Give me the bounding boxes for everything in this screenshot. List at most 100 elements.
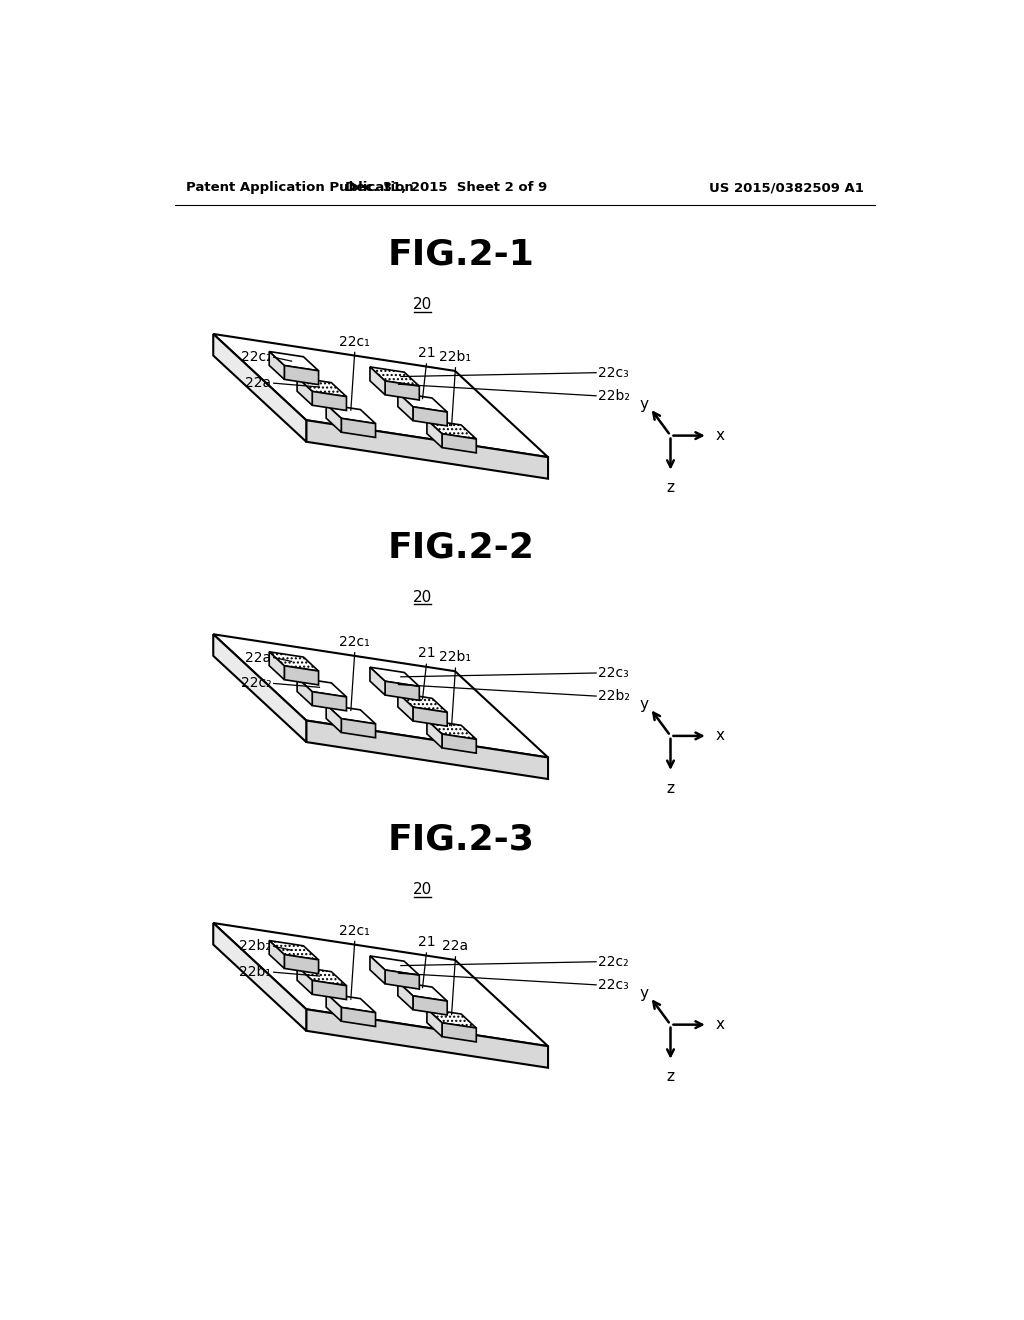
- Polygon shape: [413, 995, 447, 1015]
- Text: y: y: [639, 397, 648, 412]
- Text: 22c₂: 22c₂: [241, 676, 271, 690]
- Polygon shape: [370, 367, 385, 395]
- Polygon shape: [213, 334, 306, 442]
- Text: Patent Application Publication: Patent Application Publication: [186, 181, 414, 194]
- Text: 22c₃: 22c₃: [598, 667, 629, 680]
- Text: 21: 21: [418, 346, 435, 360]
- Text: 22c₁: 22c₁: [339, 924, 370, 937]
- Polygon shape: [370, 667, 419, 686]
- Polygon shape: [341, 418, 376, 437]
- Text: 22b₂: 22b₂: [240, 940, 271, 953]
- Polygon shape: [285, 954, 318, 974]
- Text: 20: 20: [413, 882, 432, 898]
- Text: z: z: [667, 1069, 675, 1084]
- Text: FIG.2-1: FIG.2-1: [388, 238, 535, 272]
- Text: x: x: [716, 428, 724, 444]
- Polygon shape: [269, 652, 285, 680]
- Polygon shape: [327, 404, 376, 424]
- Text: 22b₁: 22b₁: [439, 350, 471, 364]
- Polygon shape: [413, 708, 447, 726]
- Text: y: y: [639, 697, 648, 711]
- Polygon shape: [398, 393, 413, 421]
- Text: 22c₁: 22c₁: [339, 635, 370, 649]
- Polygon shape: [427, 420, 476, 440]
- Polygon shape: [312, 692, 346, 710]
- Polygon shape: [370, 367, 419, 387]
- Polygon shape: [269, 941, 285, 969]
- Text: 22a: 22a: [246, 651, 271, 664]
- Polygon shape: [297, 677, 346, 697]
- Polygon shape: [285, 366, 318, 384]
- Text: 22c₁: 22c₁: [339, 334, 370, 348]
- Polygon shape: [327, 404, 341, 432]
- Polygon shape: [370, 956, 385, 983]
- Text: 22b₂: 22b₂: [598, 389, 631, 403]
- Text: 22a: 22a: [246, 376, 271, 391]
- Polygon shape: [327, 994, 341, 1022]
- Polygon shape: [306, 721, 548, 779]
- Polygon shape: [269, 652, 318, 671]
- Polygon shape: [427, 420, 442, 447]
- Polygon shape: [413, 407, 447, 426]
- Text: FIG.2-2: FIG.2-2: [388, 531, 535, 564]
- Polygon shape: [442, 1023, 476, 1041]
- Text: 22c₃: 22c₃: [598, 366, 629, 380]
- Text: 22c₃: 22c₃: [598, 978, 629, 991]
- Text: 22c₂: 22c₂: [241, 350, 271, 364]
- Polygon shape: [269, 351, 285, 379]
- Polygon shape: [213, 635, 306, 742]
- Polygon shape: [297, 378, 312, 405]
- Text: 20: 20: [413, 590, 432, 605]
- Text: 22b₂: 22b₂: [598, 689, 631, 704]
- Polygon shape: [327, 994, 376, 1012]
- Polygon shape: [442, 434, 476, 453]
- Polygon shape: [213, 334, 548, 457]
- Text: 22a: 22a: [442, 939, 469, 953]
- Polygon shape: [306, 420, 548, 479]
- Polygon shape: [427, 1008, 476, 1028]
- Polygon shape: [213, 923, 548, 1047]
- Polygon shape: [297, 966, 346, 986]
- Text: x: x: [716, 1018, 724, 1032]
- Polygon shape: [370, 667, 385, 696]
- Polygon shape: [341, 1007, 376, 1027]
- Polygon shape: [327, 705, 341, 733]
- Polygon shape: [427, 719, 442, 748]
- Text: 21: 21: [418, 647, 435, 660]
- Text: z: z: [667, 480, 675, 495]
- Polygon shape: [398, 982, 447, 1001]
- Polygon shape: [398, 982, 413, 1010]
- Polygon shape: [297, 378, 346, 396]
- Polygon shape: [327, 705, 376, 723]
- Text: 20: 20: [413, 297, 432, 313]
- Polygon shape: [370, 956, 419, 975]
- Polygon shape: [213, 635, 548, 758]
- Polygon shape: [306, 1010, 548, 1068]
- Polygon shape: [213, 923, 306, 1031]
- Polygon shape: [297, 966, 312, 994]
- Text: y: y: [639, 986, 648, 1001]
- Text: US 2015/0382509 A1: US 2015/0382509 A1: [710, 181, 864, 194]
- Polygon shape: [427, 1008, 442, 1036]
- Polygon shape: [341, 718, 376, 738]
- Polygon shape: [312, 392, 346, 411]
- Polygon shape: [285, 665, 318, 685]
- Polygon shape: [398, 693, 413, 721]
- Polygon shape: [385, 970, 419, 989]
- Text: z: z: [667, 780, 675, 796]
- Text: 22c₂: 22c₂: [598, 954, 629, 969]
- Text: 22b₁: 22b₁: [439, 651, 471, 664]
- Text: FIG.2-3: FIG.2-3: [388, 822, 535, 857]
- Polygon shape: [442, 734, 476, 754]
- Polygon shape: [398, 393, 447, 412]
- Polygon shape: [398, 693, 447, 713]
- Text: 22b₁: 22b₁: [240, 965, 271, 979]
- Text: Dec. 31, 2015  Sheet 2 of 9: Dec. 31, 2015 Sheet 2 of 9: [345, 181, 547, 194]
- Polygon shape: [297, 677, 312, 706]
- Polygon shape: [269, 941, 318, 960]
- Polygon shape: [269, 351, 318, 371]
- Polygon shape: [385, 381, 419, 400]
- Polygon shape: [385, 681, 419, 701]
- Polygon shape: [312, 981, 346, 999]
- Text: x: x: [716, 729, 724, 743]
